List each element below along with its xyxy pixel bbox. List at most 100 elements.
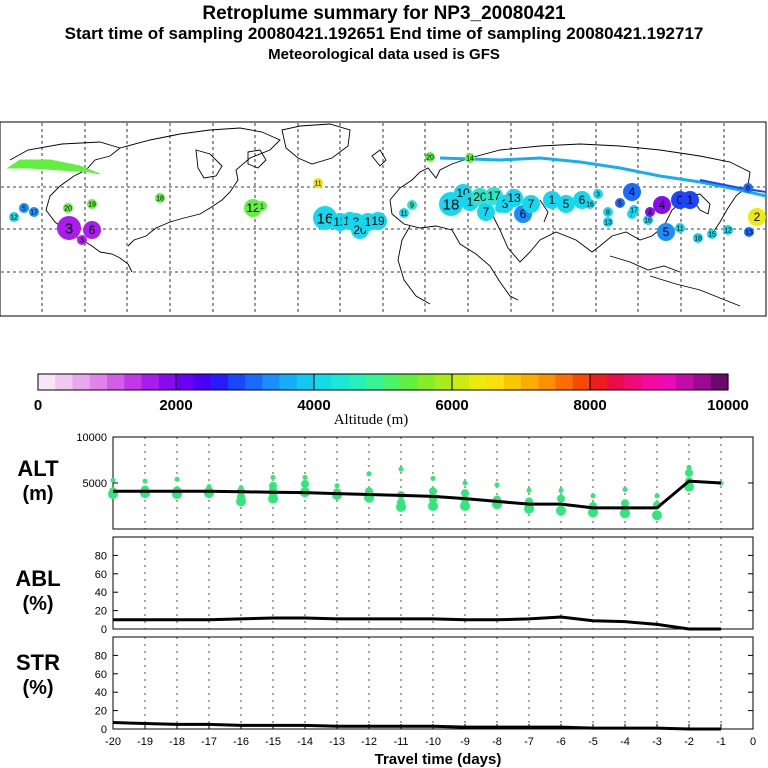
colorbar-cell <box>676 374 695 390</box>
plume-marker: 4 <box>623 183 641 201</box>
alt-particle-point <box>462 480 468 486</box>
plume-marker: 5 <box>557 195 575 213</box>
colorbar-cell <box>400 374 419 390</box>
plume-marker: 9 <box>407 200 417 210</box>
plume-marker: 11 <box>313 178 323 188</box>
plume-marker: 2 <box>748 208 766 226</box>
plume-day-label: 0 <box>677 193 684 207</box>
alt-particle-point <box>429 487 437 496</box>
plume-marker: 17 <box>29 207 39 217</box>
alt-particle-point <box>301 479 309 488</box>
x-tick-label: -9 <box>460 736 470 748</box>
alt-particle-point <box>204 488 214 499</box>
plume-day-label: 12 <box>246 201 260 215</box>
alt-particle-point <box>174 476 180 482</box>
plume-day-label: 16 <box>644 217 652 224</box>
colorbar-cell <box>279 374 298 390</box>
alt-particle-point <box>622 486 628 492</box>
x-tick-label: -12 <box>361 736 377 748</box>
colorbar-cell <box>659 374 677 390</box>
plume-circle <box>313 178 323 188</box>
plume-circle <box>257 201 267 211</box>
colorbar-cell <box>176 374 194 390</box>
plume-day-label: 20 <box>426 154 434 161</box>
plume-day-label: 13 <box>604 219 612 226</box>
plume-circle <box>707 229 717 239</box>
plume-day-label: 3 <box>596 191 600 198</box>
colorbar-cell <box>72 374 91 390</box>
x-tick-label: 0 <box>750 736 756 748</box>
alt-unit: (m) <box>22 483 53 505</box>
plume-track-darkblue <box>699 179 767 193</box>
x-tick-label: -8 <box>492 736 502 748</box>
y-tick-label: 60 <box>95 569 107 581</box>
plume-day-label: 17 <box>630 207 638 214</box>
plume-day-label: 7 <box>483 205 490 219</box>
time-series-panels: ALT (m) ABL (%) STR (%) Travel time (day… <box>15 432 756 768</box>
plume-circle <box>615 198 625 208</box>
alt-particle-point <box>685 468 693 477</box>
alt-particle-point <box>430 475 436 481</box>
plume-day-label: 4 <box>659 198 666 212</box>
plume-marker: 6 <box>83 221 101 239</box>
plume-circle <box>505 189 523 207</box>
chart-title: Retroplume summary for NP3_20080421 <box>202 3 566 24</box>
colorbar-cells <box>38 374 729 390</box>
y-tick-label: 0 <box>101 724 107 736</box>
plume-circle <box>29 207 39 217</box>
colorbar-cell <box>538 374 557 390</box>
plume-marker: 1 <box>681 191 699 209</box>
plume-circle <box>57 216 81 240</box>
plume-circle <box>723 225 733 235</box>
str-unit: (%) <box>22 677 53 699</box>
x-tick-label: -4 <box>620 736 630 748</box>
abl-label: ABL <box>15 566 60 591</box>
colorbar-cell <box>434 374 453 390</box>
alt-particle-point <box>302 474 308 480</box>
plume-circle <box>675 223 685 233</box>
x-tick-label: -11 <box>393 736 408 748</box>
plume-day-label: 3 <box>502 197 509 211</box>
alt-particle-point <box>334 483 340 489</box>
plume-marker: 18 <box>693 233 703 243</box>
alt-series-line <box>113 479 722 510</box>
colorbar-cell <box>89 374 108 390</box>
colorbar-cell <box>503 374 522 390</box>
plume-circle <box>645 207 655 217</box>
x-axis-ticks: -20 -19 -18 -17 -16 -15 -14 -13 -12 -11 -10 -9 -8 -7-… <box>105 724 756 748</box>
x-tick-label: -16 <box>233 736 249 748</box>
plume-marker: 13 <box>603 217 613 227</box>
plume-marker: 5 <box>19 203 29 213</box>
plume-circle <box>653 196 671 214</box>
y-tick-label: 5000 <box>83 478 107 490</box>
plume-marker: 4 <box>653 196 671 214</box>
colorbar-cell <box>296 374 315 390</box>
plume-marker: 13 <box>505 189 523 207</box>
plume-circle <box>603 217 613 227</box>
altitude-colorbar: 0 2000 4000 6000 8000 10000 Altitude (m) <box>34 373 749 428</box>
alt-particle-point <box>366 471 372 477</box>
colorbar-cell <box>210 374 229 390</box>
str-panel: 80 60 40 20 0 <box>95 637 753 736</box>
plume-day-label: 1 <box>687 193 694 207</box>
colorbar-cell <box>417 374 436 390</box>
plume-marker: 6 <box>743 183 753 193</box>
plume-track-green <box>6 159 101 175</box>
alt-particle-point <box>621 499 629 508</box>
colorbar-cell <box>641 374 660 390</box>
colorbar-cell <box>262 374 281 390</box>
plume-day-label: 1 <box>549 193 556 207</box>
plume-day-label: 17 <box>30 209 38 216</box>
plume-day-label: 6 <box>89 223 96 237</box>
colorbar-cell <box>245 374 263 390</box>
plume-circle <box>155 193 165 203</box>
alt-particle-point <box>556 505 566 516</box>
plume-day-label: 4 <box>648 209 652 216</box>
colorbar-cell <box>590 374 608 390</box>
plume-day-label: 14 <box>466 155 474 162</box>
colorbar-cell <box>624 374 643 390</box>
alt-particle-point <box>686 464 692 470</box>
alt-particle-point <box>526 487 532 493</box>
